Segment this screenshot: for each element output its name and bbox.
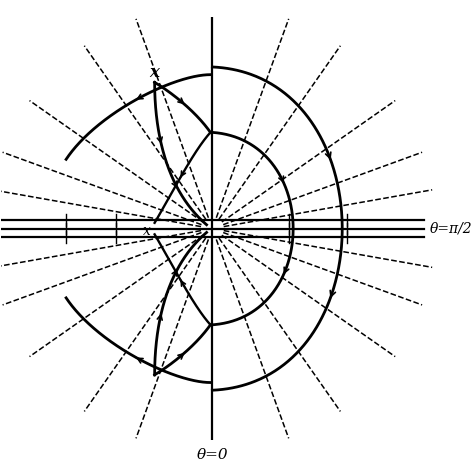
Text: θ=0: θ=0 <box>197 448 228 462</box>
Text: x: x <box>150 64 160 81</box>
Text: θ=π/2: θ=π/2 <box>430 221 473 236</box>
Text: x: x <box>143 224 151 237</box>
